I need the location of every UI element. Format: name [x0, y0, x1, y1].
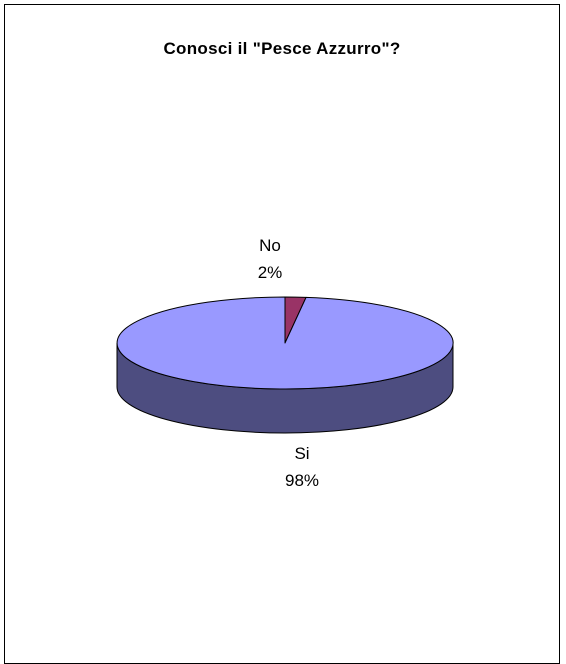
slice-label-no-category: No [259, 236, 281, 255]
slice-label-no-value: 2% [257, 263, 283, 282]
slice-label-si: Si 98% [262, 440, 342, 494]
chart-title: Conosci il "Pesce Azzurro"? [163, 39, 401, 58]
slice-label-si-category: Si [294, 444, 310, 463]
slice-label-si-value: 98% [284, 471, 320, 490]
slice-label-no: No 2% [230, 232, 310, 286]
pie-slice-si [116, 296, 454, 390]
